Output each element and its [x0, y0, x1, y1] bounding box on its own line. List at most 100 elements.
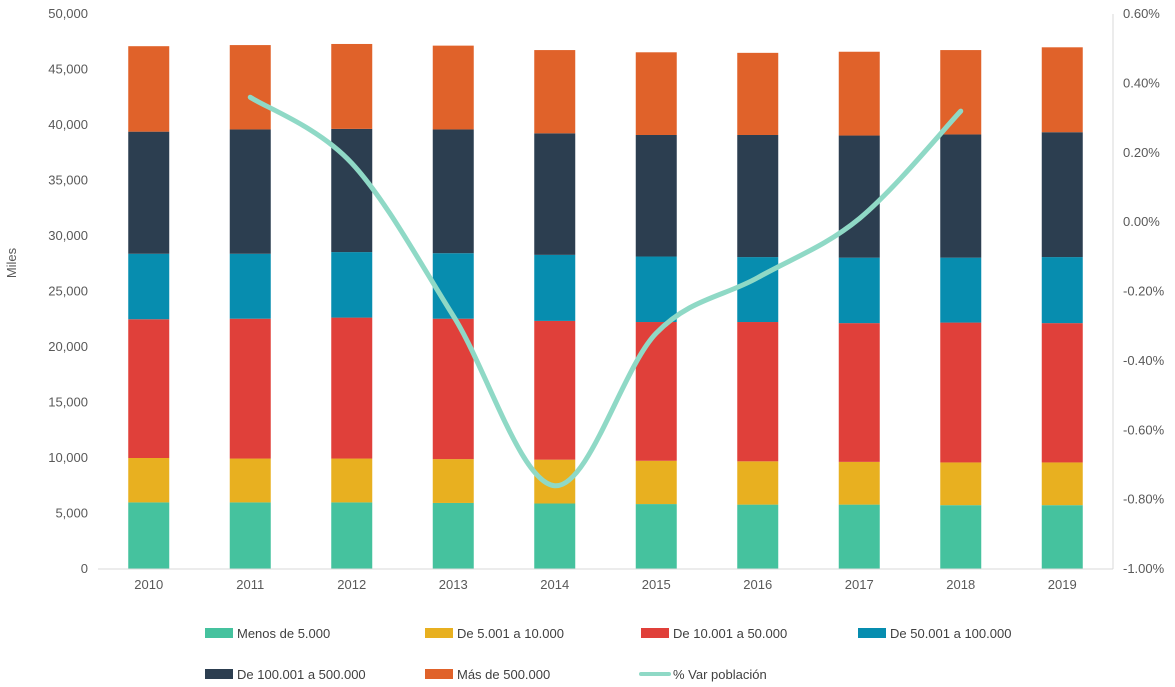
bar-segment-mas-de-500-000 [838, 51, 880, 136]
y-tick-label: 40,000 [48, 117, 88, 132]
x-tick-label: 2014 [540, 577, 569, 592]
x-tick-label: 2013 [439, 577, 468, 592]
bar-segment-de-10-001-a-50-000 [229, 318, 271, 459]
legend-swatch [641, 628, 669, 638]
bar-segment-menos-de-5-000 [331, 502, 373, 569]
bar-segment-de-10-001-a-50-000 [838, 323, 880, 462]
legend-label: De 100.001 a 500.000 [237, 667, 366, 682]
bar-segment-de-10-001-a-50-000 [331, 317, 373, 459]
x-tick-label: 2015 [642, 577, 671, 592]
legend-swatch [425, 628, 453, 638]
bar-segment-de-50-001-a-100-000 [838, 257, 880, 324]
y2-tick-label: -0.60% [1123, 422, 1165, 437]
bar-segment-de-5-001-a-10-000 [1041, 462, 1083, 506]
y-tick-label: 30,000 [48, 228, 88, 243]
y-tick-label: 15,000 [48, 395, 88, 410]
bar-segment-de-100-001-a-500-000 [229, 129, 271, 254]
bar-segment-de-50-001-a-100-000 [534, 254, 576, 321]
bar-segment-de-10-001-a-50-000 [635, 322, 677, 461]
y2-tick-label: 0.20% [1123, 145, 1160, 160]
legend-swatch [425, 669, 453, 679]
bar-segment-menos-de-5-000 [635, 504, 677, 569]
legend-item-menos-de-5-000: Menos de 5.000 [205, 626, 330, 641]
x-tick-label: 2011 [236, 577, 264, 592]
x-tick-label: 2010 [134, 577, 163, 592]
y-tick-label: 0 [81, 561, 88, 576]
x-tick-label: 2019 [1048, 577, 1077, 592]
legend-swatch [858, 628, 886, 638]
bar-segment-de-50-001-a-100-000 [128, 253, 170, 320]
y-tick-label: 45,000 [48, 62, 88, 77]
x-tick-label: 2018 [946, 577, 975, 592]
bar-segment-menos-de-5-000 [838, 504, 880, 569]
bar-segment-de-100-001-a-500-000 [838, 135, 880, 258]
bar-segment-menos-de-5-000 [128, 502, 170, 569]
bar-segment-menos-de-5-000 [940, 505, 982, 569]
bar-segment-menos-de-5-000 [534, 503, 576, 569]
bar-segment-de-5-001-a-10-000 [331, 458, 373, 503]
x-tick-label: 2012 [337, 577, 366, 592]
bar-segment-de-100-001-a-500-000 [1041, 132, 1083, 258]
bar-segment-menos-de-5-000 [432, 502, 474, 569]
legend-item-var-poblacion: % Var población [639, 667, 767, 682]
legend-item-de-50-001-a-100-000: De 50.001 a 100.000 [858, 626, 1011, 641]
y-tick-label: 35,000 [48, 173, 88, 188]
legend: Menos de 5.000 De 5.001 a 10.000 De 10.001… [205, 626, 1011, 682]
bar-segment-de-100-001-a-500-000 [737, 134, 779, 258]
bar-segment-de-5-001-a-10-000 [432, 459, 474, 503]
y2-tick-label: -0.20% [1123, 284, 1165, 299]
bar-segment-mas-de-500-000 [635, 52, 677, 135]
y-tick-label: 20,000 [48, 339, 88, 354]
legend-label: De 10.001 a 50.000 [673, 626, 787, 641]
y2-tick-label: -1.00% [1123, 561, 1165, 576]
legend-item-de-5-001-a-10-000: De 5.001 a 10.000 [425, 626, 564, 641]
bar-segment-de-50-001-a-100-000 [229, 253, 271, 319]
y-tick-label: 10,000 [48, 450, 88, 465]
bar-segment-de-50-001-a-100-000 [331, 252, 373, 318]
bar-segment-de-5-001-a-10-000 [635, 460, 677, 505]
bar-segment-de-50-001-a-100-000 [432, 253, 474, 319]
bar-segment-de-10-001-a-50-000 [940, 322, 982, 463]
y2-tick-label: 0.60% [1123, 6, 1160, 21]
legend-label: Menos de 5.000 [237, 626, 330, 641]
bar-segment-de-50-001-a-100-000 [1041, 257, 1083, 324]
bar-segment-menos-de-5-000 [229, 502, 271, 569]
legend-item-de-100-001-a-500-000: De 100.001 a 500.000 [205, 667, 366, 682]
legend-item-mas-de-500-000: Más de 500.000 [425, 667, 550, 682]
bar-segment-de-100-001-a-500-000 [432, 129, 474, 254]
bar-segment-de-5-001-a-10-000 [229, 458, 271, 503]
y-tick-label: 5,000 [55, 506, 88, 521]
bar-segment-de-5-001-a-10-000 [737, 461, 779, 505]
bars-group [128, 43, 1083, 569]
legend-label: Más de 500.000 [457, 667, 550, 682]
bar-segment-mas-de-500-000 [940, 50, 982, 135]
bar-segment-mas-de-500-000 [128, 46, 170, 132]
bar-segment-de-5-001-a-10-000 [940, 462, 982, 506]
bar-segment-de-100-001-a-500-000 [128, 131, 170, 254]
legend-swatch [205, 669, 233, 679]
y-tick-label: 25,000 [48, 284, 88, 299]
y-axis-title: Miles [4, 247, 19, 278]
bar-segment-de-50-001-a-100-000 [737, 257, 779, 323]
bar-segment-de-5-001-a-10-000 [128, 458, 170, 503]
x-tick-label: 2017 [845, 577, 874, 592]
bar-segment-de-10-001-a-50-000 [534, 320, 576, 460]
bar-segment-mas-de-500-000 [737, 52, 779, 135]
bar-segment-de-10-001-a-50-000 [737, 322, 779, 462]
bar-segment-menos-de-5-000 [1041, 505, 1083, 569]
bar-segment-mas-de-500-000 [331, 43, 373, 129]
bar-segment-mas-de-500-000 [1041, 47, 1083, 133]
bar-segment-mas-de-500-000 [534, 50, 576, 134]
bar-segment-mas-de-500-000 [229, 45, 271, 130]
y2-tick-label: -0.80% [1123, 492, 1165, 507]
y2-tick-label: -0.40% [1123, 353, 1165, 368]
bar-segment-de-100-001-a-500-000 [534, 133, 576, 255]
bar-segment-menos-de-5-000 [737, 504, 779, 569]
bar-segment-de-10-001-a-50-000 [128, 319, 170, 458]
bar-segment-de-50-001-a-100-000 [940, 257, 982, 323]
bar-segment-mas-de-500-000 [432, 45, 474, 130]
bar-segment-de-100-001-a-500-000 [940, 134, 982, 258]
bar-segment-de-50-001-a-100-000 [635, 256, 677, 323]
bar-segment-de-5-001-a-10-000 [838, 461, 880, 505]
